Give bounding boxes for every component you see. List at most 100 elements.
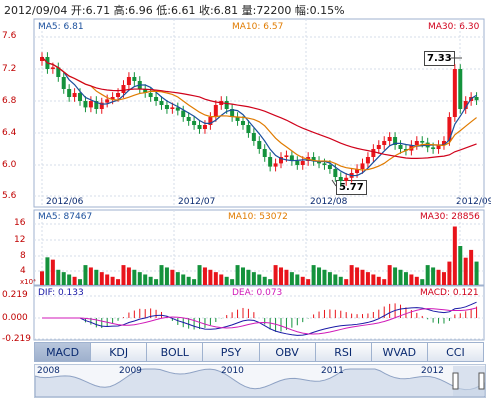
volume-bar [143, 274, 148, 285]
price-y-tick: 6.8 [2, 96, 17, 106]
candle-body [116, 93, 121, 97]
volume-bar [289, 272, 294, 285]
candle-body [300, 161, 305, 165]
volume-bar [181, 274, 186, 285]
overview-area [35, 368, 485, 397]
candle-body [246, 125, 251, 133]
candle-body [99, 102, 104, 109]
volume-ma30-label: MA30: 28856 [420, 212, 480, 222]
candle-body [403, 149, 408, 151]
candle-body [175, 107, 180, 111]
range-overview[interactable]: 2008 2009 2010 2011 2012 [34, 364, 486, 398]
candle-body [40, 57, 44, 61]
candle-body [360, 163, 365, 169]
volume-bar [105, 274, 110, 285]
candle-body [376, 145, 381, 149]
candle-body [279, 157, 284, 164]
volume-bar [349, 265, 354, 285]
quote-header: 2012/09/04 开:6.71 高:6.96 低:6.61 收:6.81 量… [4, 4, 345, 17]
volume-bar [159, 265, 164, 285]
volume-bar [40, 271, 44, 285]
candle-body [143, 89, 148, 93]
volume-bar [78, 279, 83, 285]
candle-body [284, 155, 289, 157]
volume-bar [170, 269, 175, 285]
volume-bar [110, 276, 115, 285]
volume-bar [224, 276, 229, 285]
volume-bar [83, 265, 88, 285]
tab-macd[interactable]: MACD [34, 342, 92, 362]
volume-bar [50, 259, 55, 285]
candle-body [371, 149, 376, 157]
date-tick: 2012/08 [310, 197, 348, 207]
tab-kdj[interactable]: KDJ [91, 342, 148, 362]
dea-line [42, 307, 477, 335]
volume-bar [202, 267, 207, 285]
candle-body [83, 101, 88, 108]
volume-bar [126, 267, 131, 285]
volume-bar [306, 279, 311, 285]
volume-bar [67, 274, 72, 285]
date-tick: 2012/07 [178, 197, 216, 207]
tab-cci[interactable]: CCI [427, 342, 484, 362]
range-handle-left [452, 372, 459, 390]
tab-wvad[interactable]: WVAD [371, 342, 428, 362]
candle-body [164, 105, 169, 109]
volume-y-tick: 12 [14, 235, 26, 245]
candle-body [382, 141, 387, 145]
candle-body [398, 145, 403, 149]
volume-bar [186, 276, 191, 285]
candle-body [186, 117, 191, 121]
macd-dea-label: DEA: 0.073 [232, 288, 283, 298]
volume-bar [403, 272, 408, 285]
price-y-tick: 6.0 [2, 160, 17, 170]
volume-bar [398, 269, 403, 285]
volume-bar [414, 276, 419, 285]
volume-bar [61, 272, 66, 285]
macd-y-tick: 0.219 [2, 290, 28, 300]
volume-bar [94, 269, 99, 285]
price-ma10-label: MA10: 6.57 [232, 22, 284, 32]
tab-boll[interactable]: BOLL [147, 342, 204, 362]
candle-body [50, 67, 55, 69]
volume-bar [219, 274, 224, 285]
candle-body [458, 69, 463, 109]
candle-body [322, 163, 327, 165]
candle-body [257, 141, 262, 149]
candle-body [355, 169, 360, 173]
volume-bar [409, 274, 414, 285]
volume-bar [365, 272, 370, 285]
volume-bar [88, 267, 93, 285]
tab-psy[interactable]: PSY [203, 342, 260, 362]
candle-body [441, 141, 446, 145]
volume-y-tick: 4 [20, 266, 26, 276]
volume-bar [376, 276, 381, 285]
macd-histogram [42, 301, 478, 336]
ma5-line [41, 56, 477, 177]
candle-body [67, 89, 72, 97]
price-ma30-label: MA30: 6.30 [428, 22, 480, 32]
candle-body [317, 161, 322, 164]
volume-bar [164, 267, 169, 285]
candle-body [148, 93, 153, 97]
volume-bar [116, 279, 121, 285]
volume-bar [192, 279, 197, 285]
volume-bar [393, 267, 398, 285]
tab-obv[interactable]: OBV [259, 342, 316, 362]
candle-body [311, 157, 316, 161]
candle-body [181, 110, 186, 117]
volume-bar [240, 267, 245, 285]
volume-bar [99, 272, 104, 285]
volume-bar [322, 269, 327, 285]
volume-bar [279, 267, 284, 285]
tab-rsi[interactable]: RSI [315, 342, 372, 362]
volume-bar [425, 265, 430, 285]
candle-body [88, 101, 93, 108]
volume-bar [251, 272, 256, 285]
candle-body [414, 141, 419, 145]
overview-year: 2011 [321, 366, 344, 376]
candle-body [213, 105, 218, 117]
candle-body [56, 67, 61, 77]
candle-body [208, 117, 213, 125]
